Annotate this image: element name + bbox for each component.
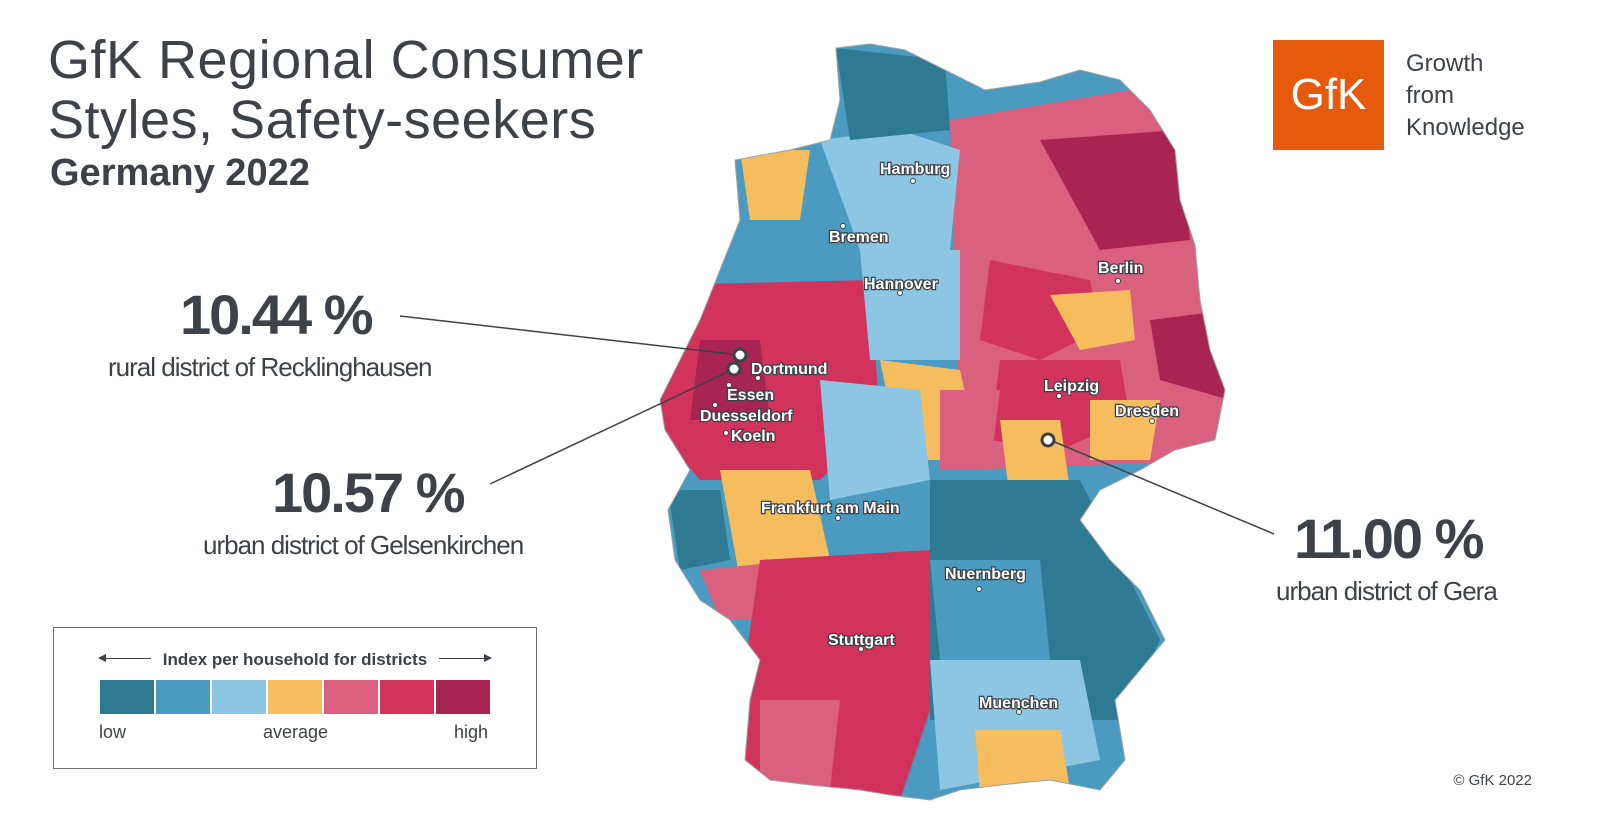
city-label-leipzig: Leipzig bbox=[1044, 378, 1099, 395]
city-dot-koeln bbox=[723, 430, 729, 436]
callout-line-recklinghausen bbox=[399, 315, 741, 356]
callout-label-gera: urban district of Gera bbox=[1276, 576, 1498, 606]
brand-tagline: Growth from Knowledge bbox=[1406, 48, 1525, 144]
city-dot-hamburg bbox=[910, 178, 916, 184]
region-brandenburg-west bbox=[980, 260, 1100, 360]
copyright-notice: © GfK 2022 bbox=[1453, 772, 1532, 789]
map-legend: Index per household for districts low av… bbox=[53, 627, 537, 769]
gfk-logo: GfK bbox=[1273, 40, 1384, 150]
city-label-stuttgart: Stuttgart bbox=[828, 632, 895, 649]
city-dot-bremen bbox=[840, 223, 846, 229]
legend-color-scale bbox=[100, 680, 490, 714]
region-ruhr bbox=[690, 340, 770, 420]
city-label-berlin: Berlin bbox=[1098, 260, 1143, 277]
legend-left-arrow-icon bbox=[98, 654, 151, 662]
callout-line-gelsenkirchen bbox=[489, 368, 735, 485]
city-labels: Hamburg Bremen Berlin Hannover Dortmund … bbox=[699, 160, 1180, 715]
legend-average-label: average bbox=[263, 722, 329, 742]
city-dot-essen bbox=[726, 382, 732, 388]
region-potsdam bbox=[1050, 290, 1135, 350]
city-label-essen: Essen bbox=[727, 387, 774, 404]
tagline-line-2: from bbox=[1406, 82, 1454, 109]
legend-swatch-4 bbox=[324, 680, 378, 714]
city-label-hannover: Hannover bbox=[864, 276, 938, 293]
legend-swatch-2 bbox=[212, 680, 266, 714]
map-title: GfK Regional Consumer Styles, Safety-see… bbox=[48, 30, 644, 150]
legend-swatch-1 bbox=[156, 680, 210, 714]
marker-recklinghausen bbox=[732, 347, 748, 363]
map-regions bbox=[660, 44, 1225, 800]
tagline-line-1: Growth bbox=[1406, 50, 1484, 77]
city-dot-muenchen bbox=[1016, 709, 1022, 715]
city-label-duesseldorf: Duesseldorf bbox=[700, 408, 793, 425]
callout-value-recklinghausen: 10.44 % bbox=[180, 283, 373, 346]
region-eifel bbox=[668, 490, 730, 570]
callout-lines bbox=[399, 315, 1275, 535]
legend-swatch-0 bbox=[100, 680, 154, 714]
city-label-bremen: Bremen bbox=[829, 229, 889, 246]
callout-label-gelsenkirchen: urban district of Gelsenkirchen bbox=[203, 530, 524, 560]
city-dot-hannover bbox=[897, 290, 903, 296]
city-dot-frankfurt bbox=[835, 515, 841, 521]
region-thuringia-west bbox=[940, 390, 1000, 470]
legend-swatch-6 bbox=[436, 680, 490, 714]
city-label-frankfurt: Frankfurt am Main bbox=[761, 500, 900, 517]
region-dresden bbox=[1090, 400, 1160, 460]
city-label-nuernberg: Nuernberg bbox=[945, 566, 1026, 583]
region-alps bbox=[975, 730, 1070, 795]
city-dot-duesseldorf bbox=[712, 402, 718, 408]
region-lower-saxony bbox=[820, 130, 960, 250]
title-line-2: Styles, Safety-seekers bbox=[48, 90, 597, 150]
callout-value-gera: 11.00 % bbox=[1294, 507, 1484, 570]
city-dot-leipzig bbox=[1056, 393, 1062, 399]
city-dot-stuttgart bbox=[858, 646, 864, 652]
callout-label-recklinghausen: rural district of Recklinghausen bbox=[108, 352, 432, 382]
city-label-dresden: Dresden bbox=[1115, 403, 1179, 420]
city-dot-nuernberg bbox=[976, 586, 982, 592]
legend-right-arrow-icon bbox=[439, 654, 492, 662]
city-label-koeln: Koeln bbox=[731, 428, 775, 445]
region-franconia bbox=[930, 560, 1050, 660]
legend-swatch-3 bbox=[268, 680, 322, 714]
callout-line-gera bbox=[1049, 439, 1275, 535]
city-dot-dresden bbox=[1149, 418, 1155, 424]
legend-low-label: low bbox=[99, 722, 127, 742]
region-black-forest bbox=[760, 700, 840, 790]
region-rhineland bbox=[720, 470, 830, 580]
title-line-1: GfK Regional Consumer bbox=[48, 30, 644, 90]
city-label-dortmund: Dortmund bbox=[751, 361, 827, 378]
legend-high-label: high bbox=[454, 722, 489, 742]
region-hannover bbox=[860, 250, 960, 360]
germany-border bbox=[659, 43, 1226, 801]
region-hesse bbox=[820, 380, 930, 500]
city-label-hamburg: Hamburg bbox=[880, 161, 950, 178]
region-northeast bbox=[1040, 130, 1190, 250]
gfk-logo-text: GfK bbox=[1290, 70, 1367, 119]
map-subtitle: Germany 2022 bbox=[50, 152, 310, 194]
marker-gera bbox=[1040, 432, 1056, 448]
city-label-muenchen: Muenchen bbox=[979, 695, 1058, 712]
legend-swatch-5 bbox=[380, 680, 434, 714]
tagline-line-3: Knowledge bbox=[1406, 114, 1525, 141]
region-east-frisia bbox=[740, 150, 810, 220]
marker-gelsenkirchen bbox=[726, 361, 742, 377]
city-dot-dortmund bbox=[755, 375, 761, 381]
callout-value-gelsenkirchen: 10.57 % bbox=[272, 461, 465, 524]
region-schleswig-holstein bbox=[836, 48, 950, 140]
legend-title: Index per household for districts bbox=[162, 650, 428, 669]
city-dot-berlin bbox=[1115, 278, 1121, 284]
